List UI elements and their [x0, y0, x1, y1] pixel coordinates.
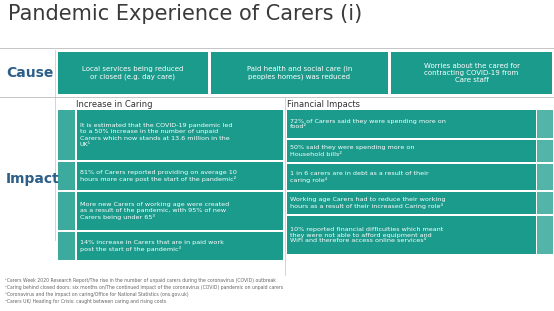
- FancyBboxPatch shape: [77, 192, 283, 230]
- Text: ³Coronavirus and the impact on caring/Office for National Statistics (ons.gov.uk: ³Coronavirus and the impact on caring/Of…: [5, 292, 188, 297]
- Text: 1 in 6 carers are in debt as a result of their
caring role⁴: 1 in 6 carers are in debt as a result of…: [290, 171, 429, 183]
- Text: It is estimated that the COVID-19 pandemic led
to a 50% increase in the number o: It is estimated that the COVID-19 pandem…: [80, 123, 233, 146]
- Text: Worries about the cared for
contracting COVID-19 from
Care staff: Worries about the cared for contracting …: [423, 63, 520, 83]
- FancyBboxPatch shape: [537, 140, 553, 162]
- Text: 72% of Carers said they were spending more on
food²: 72% of Carers said they were spending mo…: [290, 118, 446, 129]
- FancyBboxPatch shape: [77, 232, 283, 260]
- Text: 14% increase in Carers that are in paid work
post the start of the pandemic³: 14% increase in Carers that are in paid …: [80, 240, 224, 252]
- Text: Impact: Impact: [6, 172, 60, 186]
- FancyBboxPatch shape: [58, 162, 75, 190]
- Text: Local services being reduced
or closed (e.g. day care): Local services being reduced or closed (…: [83, 66, 184, 80]
- Text: Cause: Cause: [6, 66, 53, 80]
- FancyBboxPatch shape: [537, 192, 553, 214]
- Text: 10% reported financial difficulties which meant
they were not able to afford equ: 10% reported financial difficulties whic…: [290, 226, 443, 244]
- FancyBboxPatch shape: [287, 192, 536, 214]
- FancyBboxPatch shape: [77, 162, 283, 190]
- FancyBboxPatch shape: [58, 192, 75, 230]
- FancyBboxPatch shape: [287, 164, 536, 190]
- FancyBboxPatch shape: [537, 216, 553, 254]
- FancyBboxPatch shape: [58, 110, 75, 160]
- FancyBboxPatch shape: [537, 110, 553, 138]
- FancyBboxPatch shape: [287, 140, 536, 162]
- FancyBboxPatch shape: [537, 164, 553, 190]
- FancyBboxPatch shape: [58, 52, 208, 94]
- Text: Increase in Caring: Increase in Caring: [76, 100, 152, 109]
- FancyBboxPatch shape: [77, 110, 283, 160]
- Text: Paid health and social care (in
peoples homes) was reduced: Paid health and social care (in peoples …: [247, 66, 352, 80]
- FancyBboxPatch shape: [287, 216, 536, 254]
- Text: More new Carers of working age were created
as a result of the pandemic, with 95: More new Carers of working age were crea…: [80, 202, 229, 220]
- FancyBboxPatch shape: [287, 110, 536, 138]
- Text: 81% of Carers reported providing on average 10
hours more care post the start of: 81% of Carers reported providing on aver…: [80, 170, 237, 182]
- Text: Financial Impacts: Financial Impacts: [287, 100, 360, 109]
- Text: Working age Carers had to reduce their working
hours as a result of their increa: Working age Carers had to reduce their w…: [290, 197, 445, 209]
- Text: ²Caring behind closed doors: six months on/The continued impact of the coronavir: ²Caring behind closed doors: six months …: [5, 285, 283, 290]
- Text: 50% said they were spending more on
Household bills²: 50% said they were spending more on Hous…: [290, 146, 414, 156]
- FancyBboxPatch shape: [391, 52, 552, 94]
- Text: ¹Carers Week 2020 Research Report/The rise in the number of unpaid carers during: ¹Carers Week 2020 Research Report/The ri…: [5, 278, 276, 283]
- FancyBboxPatch shape: [58, 232, 75, 260]
- Text: ⁴Carers UK/ Heading for Crisis: caught between caring and rising costs: ⁴Carers UK/ Heading for Crisis: caught b…: [5, 299, 166, 304]
- FancyBboxPatch shape: [211, 52, 388, 94]
- Text: Pandemic Experience of Carers (i): Pandemic Experience of Carers (i): [8, 4, 362, 24]
